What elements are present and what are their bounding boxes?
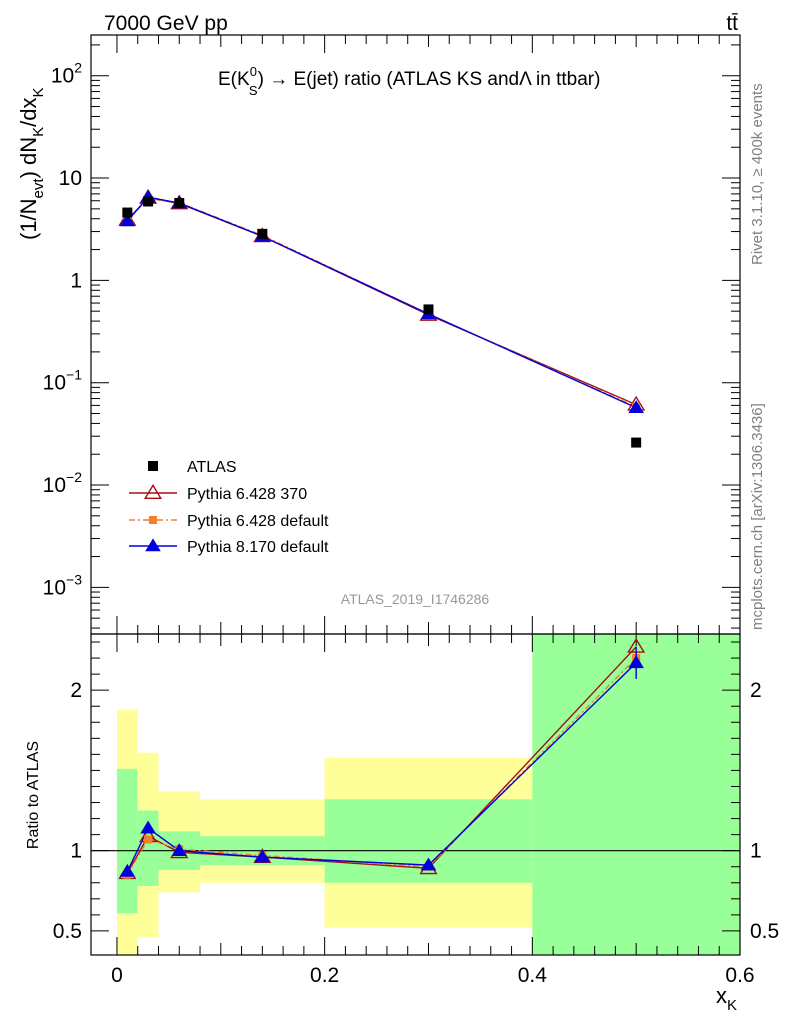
green-band-0 bbox=[116, 768, 138, 914]
legend-marker bbox=[143, 484, 163, 499]
ytick-base: 10 bbox=[59, 167, 82, 190]
atlas-data-point bbox=[631, 437, 642, 448]
main-ytick-label: 10−3 bbox=[43, 571, 83, 599]
legend-marker bbox=[148, 461, 158, 471]
main-ylabel: (1/Nevt) dNK/dxK bbox=[16, 87, 47, 240]
label-part: K bbox=[30, 87, 47, 97]
ytick-base: 10 bbox=[43, 474, 66, 497]
ratio-point bbox=[171, 843, 188, 856]
ytick-base: 1 bbox=[70, 269, 82, 292]
ytick-exponent: −3 bbox=[66, 571, 82, 587]
main-ytick-label: 102 bbox=[51, 60, 82, 88]
xtick-label: 0.6 bbox=[725, 964, 754, 987]
xtick-label: 0.4 bbox=[518, 964, 548, 987]
ratio-point bbox=[144, 835, 153, 844]
label-part: ) dN bbox=[16, 137, 41, 179]
green-band-5 bbox=[532, 634, 740, 955]
main-panel-series bbox=[118, 188, 646, 448]
legend-label: Pythia 6.428 default bbox=[187, 513, 329, 530]
legend-label: Pythia 6.428 370 bbox=[187, 486, 307, 503]
main-ytick-label: 10−2 bbox=[43, 469, 83, 497]
ytick-exponent: −1 bbox=[66, 367, 82, 383]
ratio-ytick-label-right: 1 bbox=[750, 840, 762, 863]
label-part: S bbox=[249, 83, 258, 98]
ratio-uncertainty-bands bbox=[116, 634, 740, 955]
label-part: 0 bbox=[250, 64, 257, 79]
legend: ATLAS Pythia 6.428 370 Pythia 6.428 defaul… bbox=[129, 459, 329, 556]
label-part: K bbox=[30, 127, 47, 137]
ytick-base: 10 bbox=[43, 576, 66, 599]
atlas-data-point bbox=[122, 207, 133, 218]
main-point bbox=[119, 213, 136, 227]
atlas-data-point bbox=[174, 198, 185, 209]
chart-title: E(K0 S) → E(jet) ratio (ATLAS KS andΛ in … bbox=[218, 64, 600, 98]
main-ytick-label: 10−1 bbox=[43, 367, 83, 395]
legend-label: Pythia 8.170 default bbox=[187, 539, 329, 556]
atlas-data-point bbox=[257, 228, 268, 239]
energy-label: 7000 GeV pp bbox=[104, 12, 228, 35]
label-part: /dx bbox=[16, 97, 41, 126]
ratio-ytick-label: 0.5 bbox=[53, 920, 82, 943]
ratio-ylabel: Ratio to ATLAS bbox=[25, 741, 42, 849]
xtick-label: 0.2 bbox=[310, 964, 339, 987]
ytick-base: 10 bbox=[43, 372, 66, 395]
label-part: K bbox=[727, 997, 737, 1014]
ytick-exponent: 2 bbox=[74, 60, 82, 76]
ratio-ytick-label-right: 2 bbox=[750, 679, 762, 702]
ratio-point bbox=[254, 849, 271, 863]
atlas-data-point bbox=[143, 196, 154, 207]
main-line-pythia-8-170-default bbox=[126, 196, 637, 409]
mcplots-label: mcplots.cern.ch [arXiv:1306.3436] bbox=[749, 403, 766, 630]
label-part: ) → E(jet) ratio (ATLAS KS andΛ in ttbar… bbox=[258, 69, 601, 90]
analysis-id: ATLAS_2019_I1746286 bbox=[341, 591, 490, 607]
ytick-exponent: −2 bbox=[66, 469, 82, 485]
ytick-base: 10 bbox=[51, 65, 74, 88]
ratio-ytick-label: 1 bbox=[70, 840, 82, 863]
legend-marker bbox=[149, 516, 157, 524]
label-part: E(K bbox=[218, 69, 250, 90]
process-label: tt̄ bbox=[726, 12, 738, 35]
label-part: (1/N bbox=[16, 198, 41, 240]
main-point bbox=[628, 400, 644, 413]
rivet-label: Rivet 3.1.10, ≥ 400k events bbox=[749, 83, 766, 265]
legend-marker bbox=[145, 538, 161, 552]
legend-label: ATLAS bbox=[187, 459, 237, 476]
main-line-pythia-6-428-default bbox=[126, 197, 637, 408]
main-ytick-label: 10 bbox=[59, 167, 82, 190]
ratio-ytick-label: 2 bbox=[70, 679, 82, 702]
xlabel: xK bbox=[716, 983, 737, 1014]
xtick-label: 0 bbox=[111, 964, 123, 987]
label-part: evt bbox=[30, 178, 47, 199]
ratio-panel-series bbox=[118, 637, 646, 880]
ratio-plot-border bbox=[90, 633, 741, 956]
label-part: x bbox=[716, 983, 727, 1008]
ratio-point bbox=[140, 820, 156, 834]
ratio-line-pythia-6-428-default bbox=[126, 657, 637, 876]
atlas-data-point bbox=[423, 304, 434, 315]
ratio-point bbox=[119, 863, 136, 877]
main-ytick-label: 1 bbox=[70, 269, 82, 292]
ratio-point bbox=[420, 857, 437, 871]
ratio-ytick-label-right: 0.5 bbox=[750, 920, 779, 943]
